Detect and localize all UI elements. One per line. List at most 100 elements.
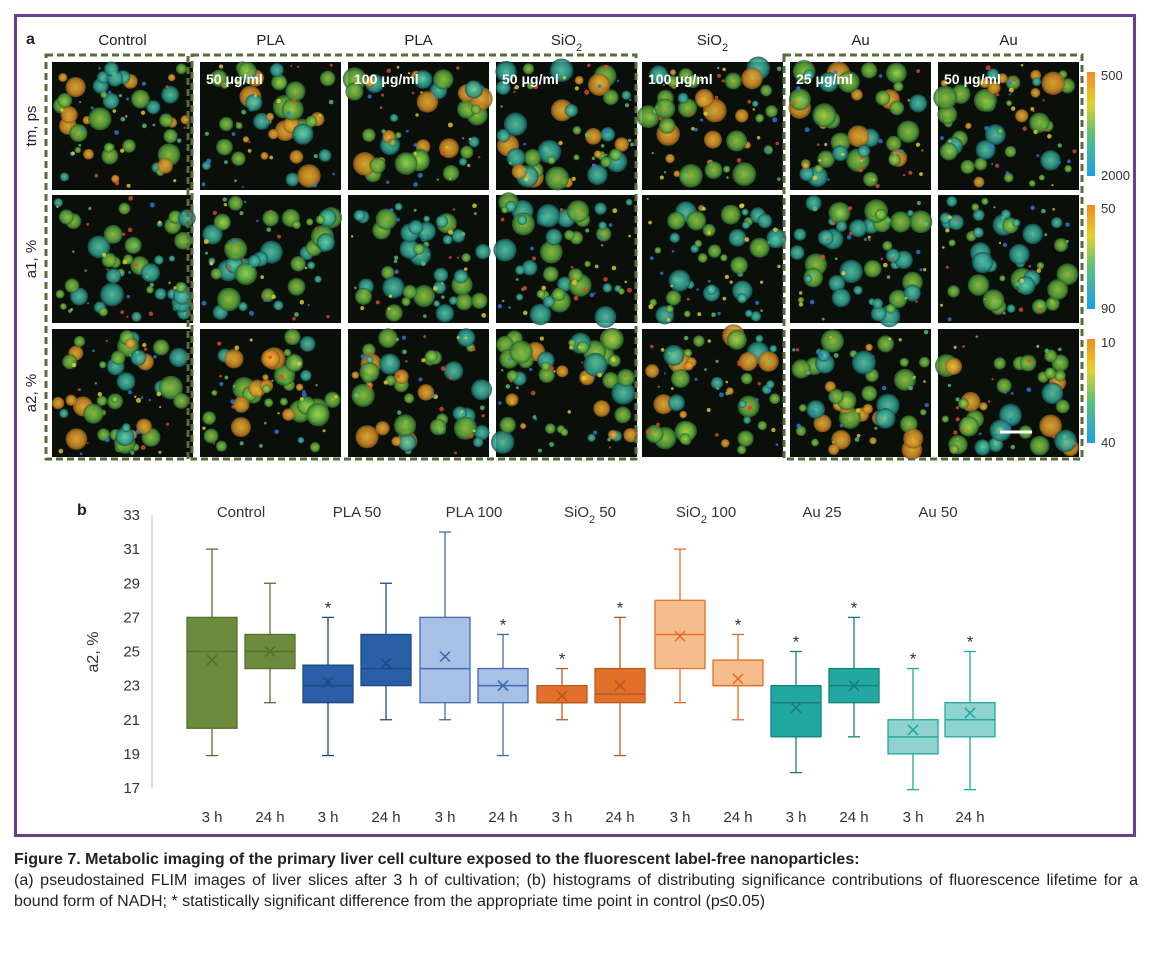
time-label-13: 24 h [955, 809, 984, 826]
flim-image-r0-c6: 50 μg/ml [933, 62, 1079, 190]
concentration-label-c6: 50 μg/ml [944, 71, 1001, 87]
flim-image-r2-c3 [491, 327, 638, 457]
concentration-label-c2: 100 μg/ml [354, 71, 419, 87]
group-label-4-subscript: 2 [701, 514, 707, 526]
box-body [186, 616, 238, 729]
caption-body: (a) pseudostained FLIM images of liver s… [14, 872, 1138, 910]
group-label-0: Control [217, 504, 265, 521]
box-body [419, 616, 471, 704]
group-label-3: SiO2 50 [564, 504, 616, 526]
column-title-6: Au [999, 32, 1017, 49]
concentration-label-c3: 50 μg/ml [502, 71, 559, 87]
box-2: * [302, 598, 354, 757]
column-title-1-text: PLA [256, 32, 284, 49]
colorbar-2 [1087, 339, 1095, 443]
colorbar-bottom-1: 90 [1101, 301, 1115, 316]
flim-image-r0-c0 [52, 61, 193, 190]
time-label-1: 24 h [255, 809, 284, 826]
group-label-4: SiO2 100 [676, 504, 736, 526]
figure-frame [14, 14, 1136, 837]
column-title-4: SiO2 [697, 32, 728, 54]
column-title-3-text: SiO [551, 32, 576, 49]
box-3 [360, 582, 412, 721]
flim-image-r2-c0 [51, 329, 193, 457]
column-title-4-text: SiO [697, 32, 722, 49]
significance-star: * [559, 650, 566, 669]
box-1 [244, 582, 296, 704]
box-body [770, 684, 822, 738]
figure-caption: Figure 7. Metabolic imaging of the prima… [14, 849, 1138, 912]
time-label-2: 3 h [318, 809, 339, 826]
mean-marker [907, 724, 919, 736]
y-axis-label: a2, % [85, 632, 102, 673]
group-label-1-text: PLA 50 [333, 504, 381, 521]
column-title-2: PLA [404, 32, 432, 49]
panel-b: b a2, % 17 19 21 23 25 27 29 31 33 Control PLA 50… [77, 502, 996, 826]
flim-image-r0-c2: 100 μg/ml [342, 62, 493, 190]
mean-marker [264, 645, 276, 658]
time-label-8: 3 h [670, 809, 691, 826]
time-label-12: 3 h [903, 809, 924, 826]
group-label-6: Au 50 [918, 504, 957, 521]
flim-image-r1-c2 [348, 195, 491, 323]
colorbar-1 [1087, 205, 1095, 309]
significance-star: * [325, 598, 332, 617]
flim-image-r2-c1 [200, 328, 341, 457]
significance-star: * [735, 615, 742, 634]
flim-image-r0-c1: 50 μg/ml [200, 61, 341, 190]
column-title-4-subscript: 2 [722, 42, 728, 54]
flim-image-r2-c2 [348, 328, 493, 457]
flim-image-r1-c5 [789, 195, 933, 328]
time-label-0: 3 h [202, 809, 223, 826]
column-title-0-text: Control [98, 32, 146, 49]
flim-image-r2-c4 [642, 324, 783, 457]
box-body [360, 633, 412, 687]
y-tick-6: 29 [123, 575, 140, 592]
box-body [302, 664, 354, 704]
mean-marker [964, 707, 976, 719]
group-label-3-suffix: 50 [595, 504, 616, 521]
mean-marker [732, 673, 744, 685]
box-9: * [712, 615, 764, 721]
box-4 [419, 531, 471, 721]
y-tick-4: 25 [123, 644, 140, 661]
time-label-6: 3 h [552, 809, 573, 826]
mean-marker [380, 657, 392, 670]
significance-star: * [851, 598, 858, 617]
y-tick-8: 33 [123, 507, 140, 524]
row-title-2: a2, % [23, 374, 40, 412]
group-label-6-text: Au 50 [918, 504, 957, 521]
dashed-group-1 [190, 53, 638, 461]
box-12: * [887, 650, 939, 791]
concentration-label-c1: 50 μg/ml [206, 71, 263, 87]
dashed-group-0 [44, 53, 190, 461]
y-tick-3: 23 [123, 678, 140, 695]
mean-marker [322, 676, 334, 688]
significance-star: * [793, 633, 800, 652]
column-title-1: PLA [256, 32, 284, 49]
column-title-6-text: Au [999, 32, 1017, 49]
mean-marker [674, 630, 686, 642]
mean-marker [848, 680, 860, 692]
column-title-0: Control [98, 32, 146, 49]
group-label-3-text: SiO [564, 504, 589, 521]
time-label-10: 3 h [786, 809, 807, 826]
row-title-0: tm, ps [23, 106, 40, 147]
mean-marker [439, 651, 451, 663]
mean-marker [497, 680, 509, 692]
colorbar-top-1: 50 [1101, 201, 1115, 216]
column-title-5: Au [851, 32, 869, 49]
flim-image-r1-c1 [200, 195, 342, 323]
box-6: * [536, 650, 588, 721]
time-label-7: 24 h [605, 809, 634, 826]
concentration-label-c5: 25 μg/ml [796, 71, 853, 87]
mean-marker [556, 690, 568, 702]
significance-star: * [910, 650, 917, 669]
flim-image-r0-c3: 50 μg/ml [495, 58, 637, 191]
flim-image-r0-c4: 100 μg/ml [636, 56, 783, 190]
box-11: * [828, 598, 880, 738]
dashed-group-2 [782, 53, 1084, 461]
y-tick-7: 31 [123, 541, 140, 558]
panel-b-letter: b [77, 502, 87, 519]
